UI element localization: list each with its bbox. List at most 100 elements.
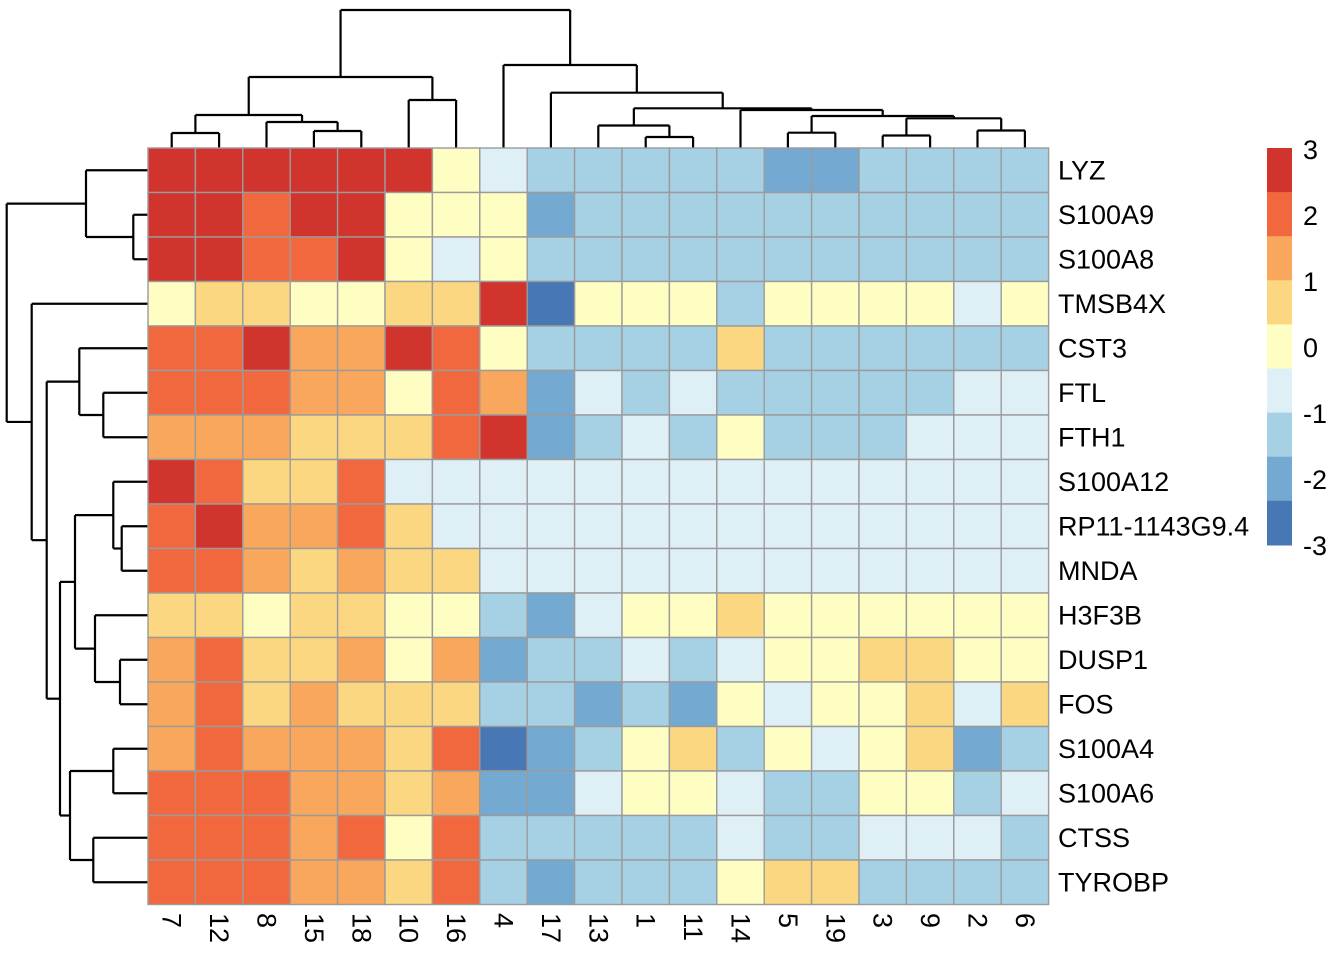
row-label: S100A4 [1058, 734, 1154, 764]
heatmap-cell [716, 280, 765, 327]
heatmap-cell [1000, 859, 1050, 906]
heatmap-cell [479, 458, 528, 505]
heatmap-cell [147, 147, 197, 194]
heatmap-cell [668, 280, 718, 327]
heatmap-cell [289, 236, 339, 283]
column-label: 1 [631, 913, 661, 928]
row-dendrogram [5, 169, 148, 884]
column-label: 2 [963, 913, 993, 928]
heatmap-cell [573, 236, 623, 283]
heatmap-cell [526, 592, 576, 639]
heatmap-cell [526, 236, 576, 283]
legend-swatch [1267, 500, 1292, 546]
heatmap-cell [810, 369, 860, 416]
heatmap-cell [953, 547, 1002, 594]
row-label: RP11-1143G9.4 [1058, 511, 1249, 541]
heatmap-cell [242, 369, 291, 416]
heatmap-cell [810, 147, 860, 194]
heatmap-cell [336, 147, 386, 194]
heatmap-cell [953, 369, 1002, 416]
heatmap-cell [858, 859, 908, 906]
heatmap-cell [858, 414, 908, 461]
heatmap-cell [905, 859, 955, 906]
heatmap-cell [810, 859, 860, 906]
heatmap-cell [953, 503, 1002, 550]
heatmap-cell [336, 725, 386, 772]
heatmap-cell [763, 547, 813, 594]
heatmap-cell [1000, 147, 1050, 194]
heatmap-cell [573, 547, 623, 594]
heatmap-cell [1000, 592, 1050, 639]
heatmap-cell [1000, 547, 1050, 594]
heatmap-cell [763, 592, 813, 639]
heatmap-cell [716, 414, 765, 461]
heatmap-cell [858, 592, 908, 639]
legend-swatch [1267, 236, 1292, 281]
legend-tick-label: -3 [1303, 531, 1327, 561]
row-label: TYROBP [1058, 867, 1169, 897]
heatmap-cell [384, 725, 434, 772]
heatmap-cell [953, 592, 1002, 639]
heatmap-cell [668, 770, 718, 817]
heatmap-cell [858, 147, 908, 194]
heatmap-cell [953, 236, 1002, 283]
heatmap-cell [763, 369, 813, 416]
heatmap-cell [194, 859, 244, 906]
heatmap-cell [763, 458, 813, 505]
heatmap-cell [147, 814, 197, 861]
row-label: LYZ [1058, 155, 1106, 185]
heatmap-cell [479, 369, 528, 416]
heatmap-cell [289, 636, 339, 683]
heatmap-cell [573, 191, 623, 238]
heatmap-cell [336, 191, 386, 238]
heatmap-cell [858, 636, 908, 683]
heatmap-cell [479, 681, 528, 728]
heatmap-cell [289, 681, 339, 728]
heatmap-cell [384, 458, 434, 505]
heatmap-cell [242, 814, 291, 861]
heatmap-cell [573, 725, 623, 772]
heatmap-cell [336, 325, 386, 372]
heatmap-cell [621, 636, 671, 683]
heatmap-cell [905, 547, 955, 594]
row-label: S100A6 [1058, 778, 1154, 808]
heatmap-cell [953, 280, 1002, 327]
heatmap-cell [384, 814, 434, 861]
heatmap-cell [289, 414, 339, 461]
heatmap-cell [289, 369, 339, 416]
heatmap-cell [147, 325, 197, 372]
heatmap-cell [668, 236, 718, 283]
heatmap-cell [479, 814, 528, 861]
heatmap-cell [147, 503, 197, 550]
column-label: 16 [441, 913, 471, 943]
row-label: S100A9 [1058, 200, 1154, 230]
heatmap-cell [479, 280, 528, 327]
heatmap-cell [336, 859, 386, 906]
heatmap-cell [479, 770, 528, 817]
heatmap-cell [573, 369, 623, 416]
heatmap-cell [810, 503, 860, 550]
heatmap-cell [526, 280, 576, 327]
heatmap-cell [431, 725, 481, 772]
heatmap-cell [716, 770, 765, 817]
heatmap-cell [384, 147, 434, 194]
column-label: 17 [536, 913, 566, 943]
heatmap-cell [668, 458, 718, 505]
heatmap-cell [147, 770, 197, 817]
heatmap-cell [858, 503, 908, 550]
heatmap-cell [621, 147, 671, 194]
heatmap-cell [479, 547, 528, 594]
row-label: TMSB4X [1058, 289, 1166, 319]
heatmap-cell [431, 369, 481, 416]
heatmap-cell [147, 859, 197, 906]
heatmap-cell [1000, 369, 1050, 416]
heatmap-cell [431, 681, 481, 728]
heatmap-cell [526, 859, 576, 906]
heatmap-cell [526, 191, 576, 238]
heatmap-cell [858, 681, 908, 728]
heatmap-cell [858, 325, 908, 372]
column-label: 7 [157, 913, 187, 928]
heatmap-cell [810, 191, 860, 238]
heatmap-cell [526, 414, 576, 461]
